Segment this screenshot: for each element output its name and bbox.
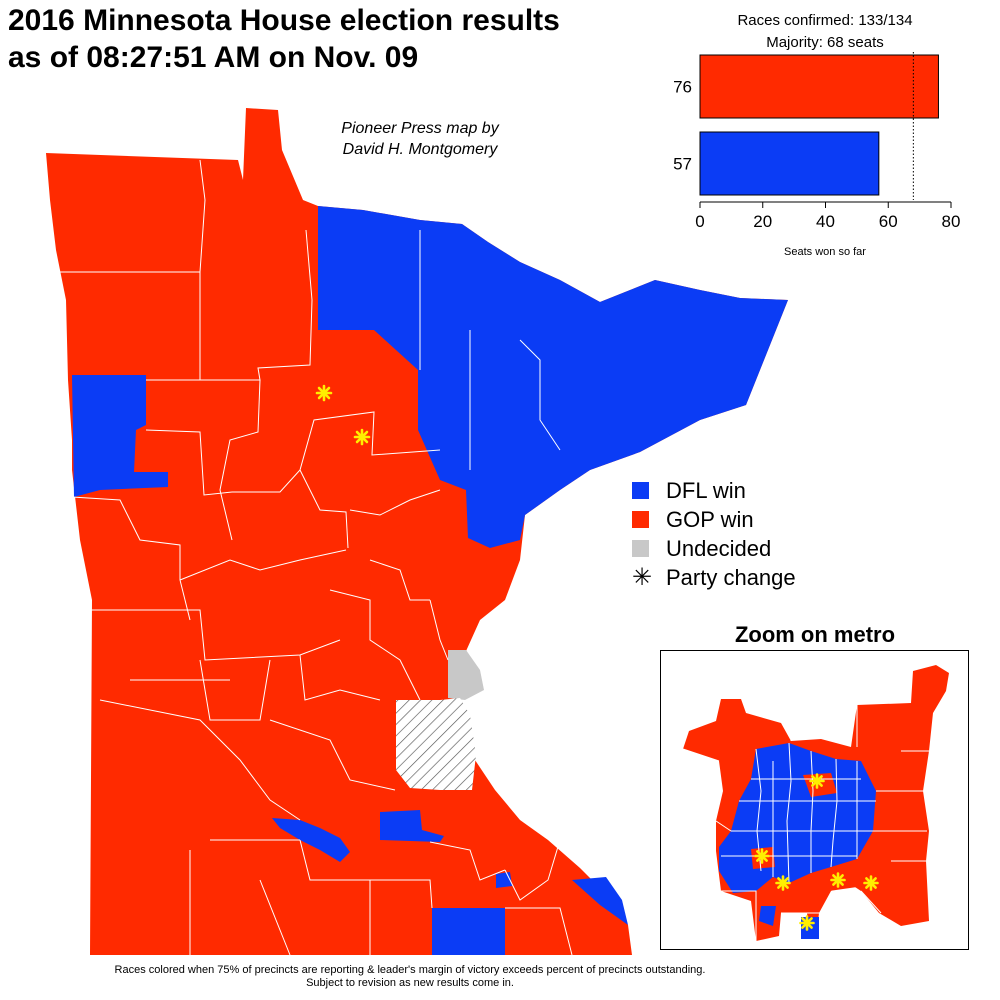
legend-label-gop: GOP win — [666, 506, 754, 532]
legend-item-gop: GOP win — [632, 505, 796, 534]
metro-district-border — [755, 748, 762, 872]
title-line-2: as of 08:27:51 AM on Nov. 09 — [8, 41, 419, 74]
undecided-region — [448, 650, 484, 700]
bar-76 — [699, 54, 939, 119]
district-border — [232, 411, 441, 493]
metro-district-border — [810, 750, 814, 873]
district-border — [299, 469, 349, 549]
legend-label-undecided: Undecided — [666, 535, 772, 561]
footnote-line-1: Races colored when 75% of precincts are … — [114, 964, 706, 976]
dfl-region-northwest — [72, 375, 168, 497]
x-tick-label-60: 60 — [879, 212, 898, 231]
district-border — [519, 339, 561, 451]
district-border — [145, 429, 233, 496]
metro-zoom-inset — [660, 650, 969, 950]
dfl-region-south-central — [380, 810, 444, 842]
seats-bar-chart: Races confirmed: 133/134 Majority: 68 se… — [673, 12, 961, 258]
page-title: 2016 Minnesota House election results as… — [8, 2, 560, 76]
dfl-region-south — [432, 908, 505, 955]
zoom-title: Zoom on metro — [734, 622, 896, 647]
metro-district-border — [830, 758, 838, 868]
x-tick-label-80: 80 — [942, 212, 961, 231]
district-border — [150, 229, 313, 381]
metro-map — [682, 665, 949, 941]
district-border — [370, 879, 433, 909]
x-tick-label-40: 40 — [816, 212, 835, 231]
legend-item-dfl: DFL win — [632, 476, 796, 505]
district-border — [269, 719, 396, 791]
district-border — [199, 659, 271, 721]
metro-party-change-star — [775, 875, 791, 891]
metro-district-border — [682, 748, 720, 762]
district-border — [179, 549, 347, 581]
district-border — [219, 379, 261, 541]
legend-swatch-undecided — [632, 540, 649, 557]
district-border — [429, 841, 506, 881]
district-border — [369, 559, 430, 601]
metro-party-change-star — [799, 915, 815, 931]
metro-district-border — [790, 716, 832, 741]
district-border — [505, 907, 573, 956]
footnote: Races colored when 75% of precincts are … — [40, 964, 780, 990]
legend-item-party-change: ✳ Party change — [632, 563, 796, 592]
district-border — [504, 839, 561, 901]
metro-party-change-star — [754, 848, 770, 864]
metro-hatched-region — [396, 698, 476, 790]
metro-dfl-southwest — [759, 906, 776, 926]
metro-party-change-star — [830, 872, 846, 888]
district-border — [349, 489, 441, 516]
dfl-region-mankato — [272, 818, 350, 862]
dfl-region-southeast — [572, 877, 628, 925]
district-border — [259, 879, 291, 956]
asterisk-icon: ✳ — [632, 563, 653, 591]
metro-party-change-star — [863, 875, 879, 891]
metro-party-change-star — [809, 773, 825, 789]
district-border — [50, 159, 206, 273]
district-border — [329, 589, 421, 701]
party-change-star — [315, 384, 333, 402]
legend-swatch-dfl — [632, 482, 649, 499]
x-axis-label: Seats won so far — [784, 246, 866, 258]
district-border — [99, 699, 301, 821]
district-border — [71, 496, 191, 621]
district-border — [299, 839, 371, 955]
district-border — [90, 609, 341, 661]
majority-text: Majority: 68 seats — [766, 34, 884, 51]
credit-line-2: David H. Montgomery — [342, 141, 498, 158]
x-tick-label-0: 0 — [695, 212, 704, 231]
district-border — [429, 599, 449, 661]
races-confirmed-text: Races confirmed: 133/134 — [737, 12, 912, 29]
bar-label-57: 57 — [673, 155, 692, 174]
credit-line-1: Pioneer Press map by — [341, 120, 499, 137]
x-tick-label-20: 20 — [753, 212, 772, 231]
party-change-star — [353, 428, 371, 446]
metro-district-border — [860, 890, 882, 914]
title-line-1: 2016 Minnesota House election results — [8, 4, 560, 37]
bar-label-76: 76 — [673, 78, 692, 97]
metro-district-border — [721, 890, 757, 941]
legend-swatch-gop — [632, 511, 649, 528]
legend-label-party-change: Party change — [666, 564, 796, 590]
legend-label-dfl: DFL win — [666, 477, 746, 503]
map-credit: Pioneer Press map by David H. Montgomery — [300, 118, 540, 160]
footnote-line-2: Subject to revision as new results come … — [306, 977, 514, 989]
district-border — [299, 654, 381, 701]
dfl-region-arrowhead — [318, 206, 788, 548]
map-legend: DFL win GOP win Undecided ✳ Party change — [632, 476, 796, 592]
legend-item-undecided: Undecided — [632, 534, 796, 563]
bar-57 — [699, 131, 880, 196]
metro-district-border — [715, 820, 732, 832]
